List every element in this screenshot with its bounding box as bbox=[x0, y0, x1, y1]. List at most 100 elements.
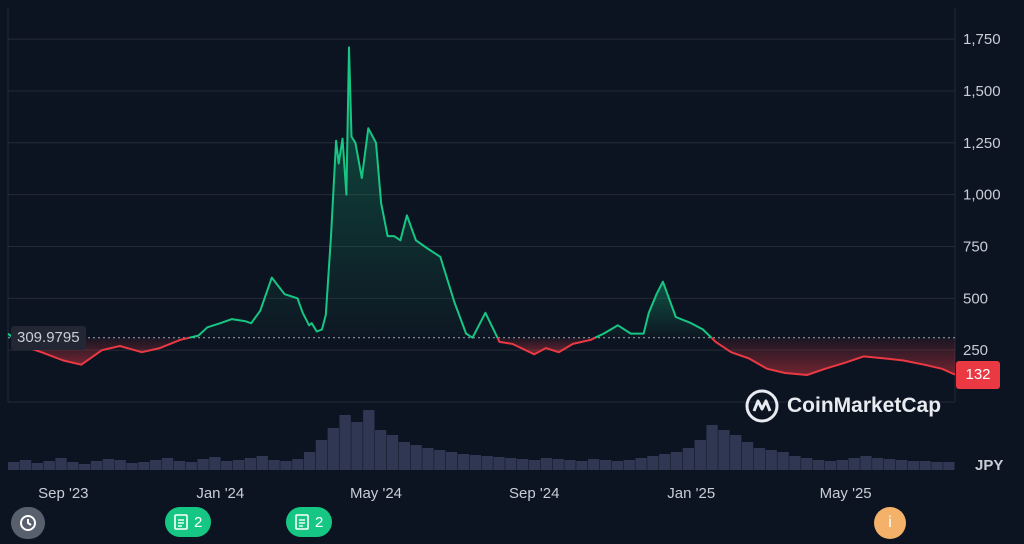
volume-bar bbox=[303, 452, 316, 470]
x-tick-label: May '24 bbox=[350, 485, 402, 502]
volume-bar bbox=[481, 456, 493, 470]
volume-bar bbox=[765, 450, 777, 470]
volume-bar bbox=[55, 458, 67, 470]
volume-bar bbox=[327, 428, 339, 470]
volume-bar bbox=[445, 452, 458, 470]
y-axis-ticks: 250 500 750 1,000 1,250 1,500 1,750 bbox=[963, 31, 1001, 359]
volume-bar bbox=[682, 448, 695, 470]
volume-bar bbox=[150, 460, 162, 470]
volume-bar bbox=[351, 422, 363, 470]
x-tick-label: Sep '23 bbox=[38, 485, 88, 502]
volume-bar bbox=[824, 461, 837, 470]
volume-bar bbox=[599, 460, 612, 470]
volume-bar bbox=[268, 460, 280, 470]
volume-bar bbox=[363, 410, 375, 470]
info-icon: i bbox=[888, 514, 892, 531]
volume-bar bbox=[564, 460, 576, 470]
document-icon bbox=[295, 514, 309, 530]
volume-bar bbox=[292, 459, 304, 470]
area-above-baseline bbox=[595, 281, 712, 338]
volume-bar bbox=[505, 458, 517, 470]
volume-bar bbox=[730, 435, 742, 470]
volume-bar bbox=[883, 459, 896, 470]
volume-bar bbox=[576, 461, 588, 470]
volume-bar bbox=[919, 461, 931, 470]
volume-bar bbox=[386, 435, 399, 470]
area-below-baseline bbox=[711, 337, 955, 375]
y-tick-label: 1,250 bbox=[963, 135, 1001, 152]
volume-bar bbox=[469, 455, 481, 470]
currency-label: JPY bbox=[975, 457, 1004, 474]
x-tick-label: May '25 bbox=[820, 485, 872, 502]
volume-bar bbox=[114, 460, 126, 470]
x-axis-ticks: Sep '23 Jan '24 May '24 Sep '24 Jan '25 May '… bbox=[38, 485, 872, 502]
volume-bar bbox=[138, 462, 150, 470]
volume-bar bbox=[315, 440, 328, 470]
volume-bar bbox=[907, 461, 919, 470]
volume-bar bbox=[410, 445, 422, 470]
volume-bar bbox=[244, 458, 257, 470]
y-tick-label: 1,000 bbox=[963, 187, 1001, 204]
x-tick-label: Jan '24 bbox=[196, 485, 244, 502]
note-badge-1[interactable]: 2 bbox=[165, 507, 212, 537]
price-areas bbox=[8, 47, 955, 375]
info-badge[interactable]: i bbox=[874, 507, 906, 539]
volume-bar bbox=[801, 458, 813, 470]
volume-bar bbox=[422, 448, 434, 470]
volume-bar bbox=[552, 459, 564, 470]
y-tick-label: 750 bbox=[963, 238, 988, 255]
note-count: 2 bbox=[194, 513, 203, 531]
volume-bar bbox=[79, 464, 91, 470]
volume-bar bbox=[339, 415, 351, 470]
note-badge-2[interactable]: 2 bbox=[286, 507, 333, 537]
current-price-label: 132 bbox=[956, 360, 1000, 389]
volume-bar bbox=[528, 460, 541, 470]
volume-bar bbox=[232, 460, 245, 470]
history-button[interactable] bbox=[11, 507, 45, 539]
volume-bar bbox=[31, 463, 44, 470]
volume-bar bbox=[434, 450, 446, 470]
volume-bar bbox=[931, 462, 943, 470]
grid-lines bbox=[7, 8, 956, 403]
history-icon bbox=[20, 515, 36, 531]
line-segment-up bbox=[189, 46, 499, 339]
volume-bar bbox=[753, 448, 766, 470]
volume-bar bbox=[706, 425, 718, 470]
volume-bar bbox=[43, 461, 55, 470]
watermark: CoinMarketCap bbox=[745, 389, 941, 423]
volume-bar bbox=[8, 462, 20, 470]
line-segment-down bbox=[12, 336, 190, 366]
volume-bar bbox=[860, 456, 872, 470]
volume-bar bbox=[647, 456, 659, 470]
line-segment-down bbox=[710, 336, 956, 376]
volume-bars bbox=[8, 410, 955, 470]
x-tick-label: Sep '24 bbox=[509, 485, 559, 502]
volume-bar bbox=[398, 442, 410, 470]
volume-bar bbox=[872, 458, 884, 470]
volume-bar bbox=[161, 458, 174, 470]
volume-bar bbox=[173, 461, 186, 470]
volume-bar bbox=[741, 442, 754, 470]
volume-bar bbox=[611, 461, 624, 470]
volume-bar bbox=[588, 459, 600, 470]
baseline-value-label: 309.9795 bbox=[11, 325, 86, 350]
volume-bar bbox=[256, 456, 268, 470]
line-segment-down bbox=[496, 336, 596, 356]
volume-bar bbox=[812, 460, 825, 470]
volume-bar bbox=[209, 457, 221, 470]
volume-bar bbox=[493, 457, 505, 470]
x-tick-label: Jan '25 bbox=[667, 485, 715, 502]
volume-bar bbox=[185, 462, 197, 470]
volume-bar bbox=[848, 458, 860, 470]
volume-bar bbox=[102, 459, 115, 470]
volume-bar bbox=[280, 461, 292, 470]
volume-bar bbox=[895, 460, 908, 470]
area-above-baseline bbox=[189, 47, 498, 338]
watermark-text: CoinMarketCap bbox=[787, 394, 942, 417]
volume-bar bbox=[517, 459, 529, 470]
volume-bar bbox=[197, 459, 209, 470]
volume-bar bbox=[789, 456, 801, 470]
volume-bar bbox=[374, 430, 387, 470]
volume-bar bbox=[836, 460, 848, 470]
